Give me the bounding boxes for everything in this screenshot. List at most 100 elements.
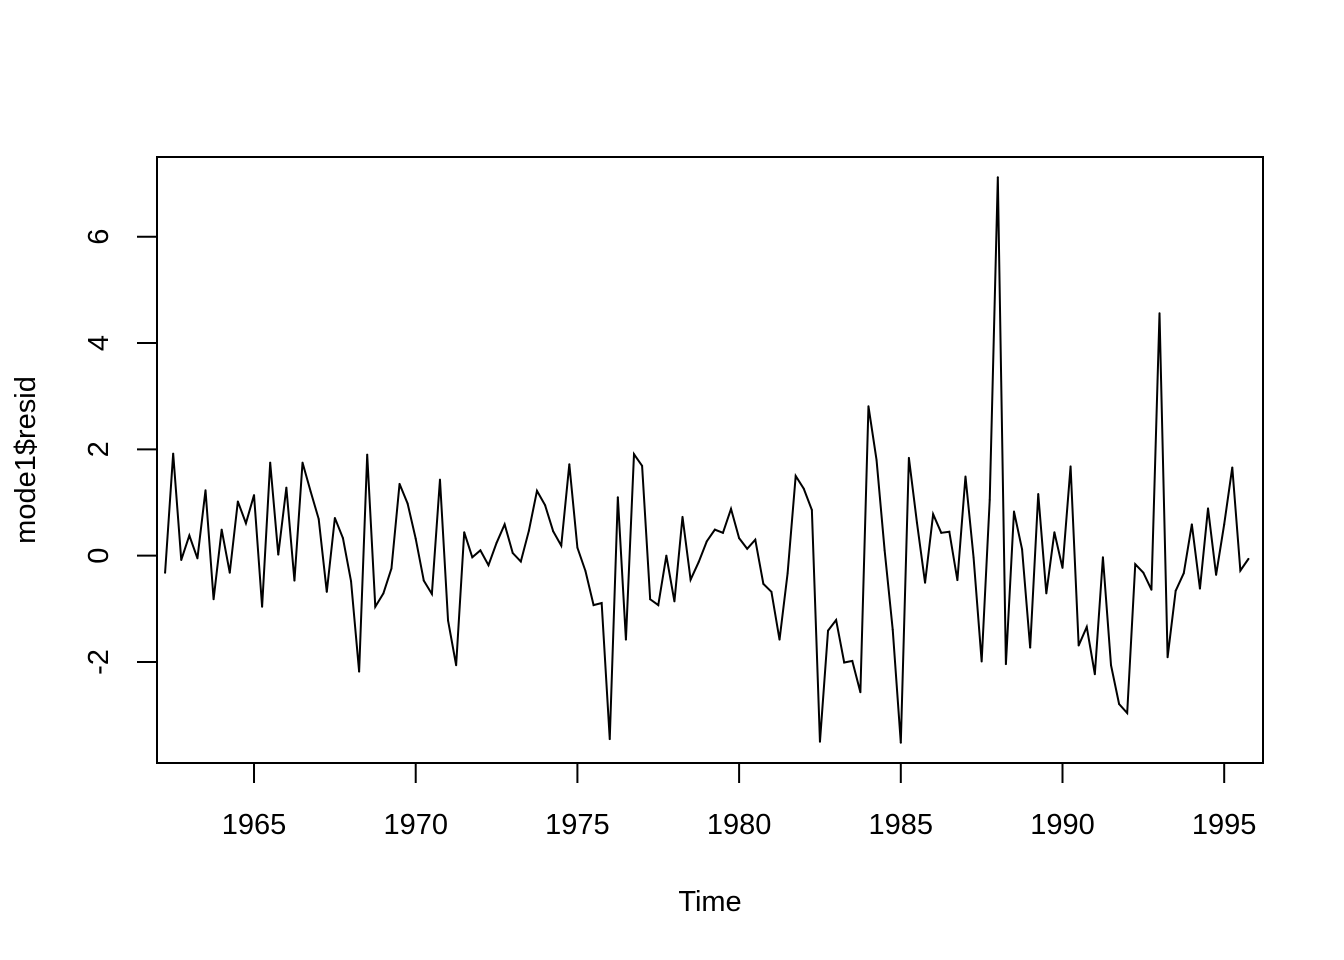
data-point (592, 604, 595, 607)
data-point (196, 557, 199, 560)
data-point (568, 463, 571, 466)
series-line (164, 177, 1250, 743)
data-point (738, 537, 741, 540)
data-point (406, 502, 409, 505)
data-point (293, 579, 296, 582)
data-point (1045, 592, 1048, 595)
data-point (1190, 523, 1193, 526)
data-point (1004, 663, 1007, 666)
data-point (285, 486, 288, 489)
x-axis: 1965 1970 1975 1980 1985 1990 1995 (222, 762, 1256, 841)
data-point (762, 582, 765, 585)
data-point (495, 541, 498, 544)
data-point (1110, 664, 1113, 667)
data-point (948, 530, 951, 533)
data-point (616, 496, 619, 499)
data-point (1118, 702, 1121, 705)
data-point (358, 670, 361, 673)
data-point (891, 628, 894, 631)
data-point (988, 498, 991, 501)
data-point (673, 600, 676, 603)
data-point (827, 629, 830, 632)
data-point (503, 523, 506, 526)
data-point (188, 534, 191, 537)
data-point (544, 504, 547, 507)
series-layer (164, 176, 1250, 744)
data-point (1182, 572, 1185, 575)
data-point (1012, 510, 1015, 513)
data-point (907, 456, 910, 459)
data-point (964, 475, 967, 478)
data-point (269, 461, 272, 464)
data-point (1150, 588, 1153, 591)
data-point (835, 619, 838, 622)
data-point (746, 547, 749, 550)
data-point (786, 572, 789, 575)
data-point (1126, 712, 1129, 715)
data-point (899, 741, 902, 744)
data-point (350, 580, 353, 583)
y-axis: -2 0 2 4 6 (83, 229, 158, 675)
data-point (309, 490, 312, 493)
data-point (576, 546, 579, 549)
data-point (1134, 563, 1137, 566)
data-point (220, 528, 223, 531)
data-point (1207, 507, 1210, 510)
data-point (212, 598, 215, 601)
data-point (730, 507, 733, 510)
data-point (1231, 466, 1234, 469)
data-point (1198, 587, 1201, 590)
data-point (463, 531, 466, 534)
data-point (438, 478, 441, 481)
data-point (915, 521, 918, 524)
data-point (430, 592, 433, 595)
data-point (447, 619, 450, 622)
data-point (1061, 566, 1064, 569)
data-point (560, 544, 563, 547)
plot-area-frame (156, 156, 1264, 764)
data-point (301, 461, 304, 464)
data-point (1158, 312, 1161, 315)
data-point (681, 515, 684, 518)
data-point (689, 578, 692, 581)
data-point (422, 579, 425, 582)
y-tick-label: -2 (83, 649, 115, 675)
data-point (341, 537, 344, 540)
data-point (641, 464, 644, 467)
data-point (1053, 531, 1056, 534)
data-point (1142, 571, 1145, 574)
data-point (390, 567, 393, 570)
data-point (325, 590, 328, 593)
data-point (374, 605, 377, 608)
data-point (843, 661, 846, 664)
data-point (519, 560, 522, 563)
data-point (253, 494, 256, 497)
data-point (867, 405, 870, 408)
data-point (1239, 569, 1242, 572)
data-point (810, 508, 813, 511)
data-point (600, 601, 603, 604)
data-point (398, 482, 401, 485)
y-axis-label: mode1$resid (10, 376, 42, 544)
data-point (1247, 557, 1250, 560)
x-tick-label: 1975 (545, 809, 610, 841)
data-point (721, 531, 724, 534)
data-point (455, 664, 458, 667)
data-point (1085, 625, 1088, 628)
y-tick-label: 0 (83, 548, 115, 564)
data-point (535, 489, 538, 492)
data-point (1069, 465, 1072, 468)
data-point (1093, 673, 1096, 676)
data-point (956, 579, 959, 582)
data-point (527, 529, 530, 532)
x-tick-label: 1990 (1030, 809, 1095, 841)
data-point (1166, 656, 1169, 659)
data-point (940, 531, 943, 534)
data-point (859, 691, 862, 694)
data-point (649, 598, 652, 601)
data-point (333, 516, 336, 519)
data-point (317, 518, 320, 521)
data-point (511, 552, 514, 555)
data-point (204, 489, 207, 492)
data-point (487, 564, 490, 567)
